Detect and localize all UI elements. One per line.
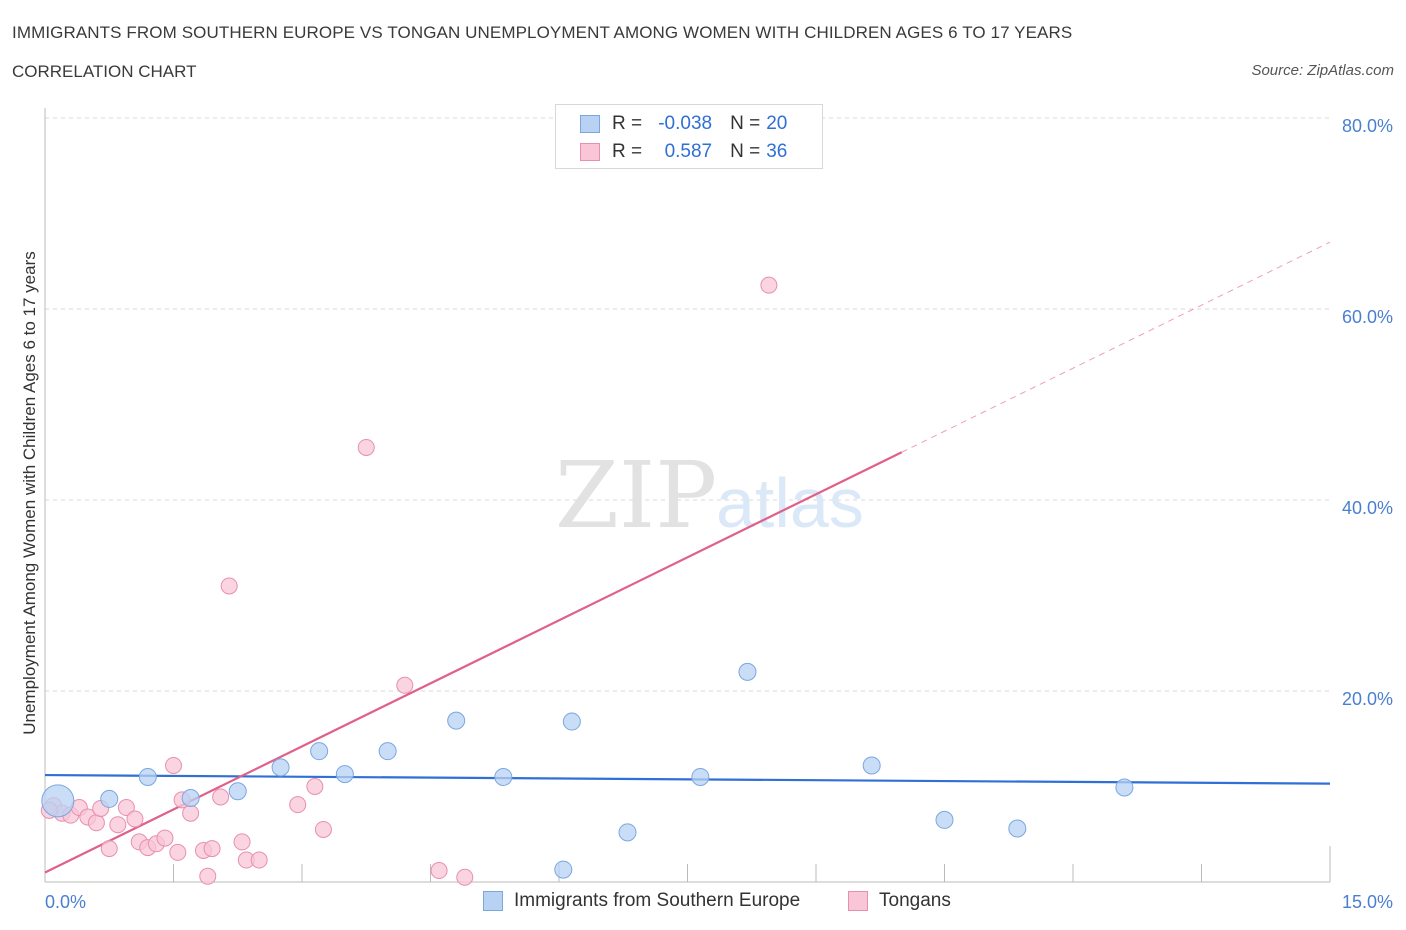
- point-immigrants: [554, 860, 573, 879]
- axes: [44, 108, 1331, 883]
- point-immigrants: [935, 810, 954, 829]
- point-immigrants: [335, 765, 354, 784]
- point-tongans: [182, 804, 200, 822]
- point-tongans: [250, 851, 268, 869]
- point-immigrants: [618, 823, 637, 842]
- chart-title: IMMIGRANTS FROM SOUTHERN EUROPE VS TONGA…: [12, 23, 1073, 42]
- data-points: [40, 276, 1134, 886]
- y-axis-label: Unemployment Among Women with Children A…: [20, 251, 39, 735]
- series-legend-tongans[interactable]: Tongans: [848, 890, 951, 912]
- series-swatch-blue: [483, 891, 503, 911]
- y-tick-labels: 20.0% 40.0% 60.0% 80.0%: [1342, 116, 1393, 709]
- series-legend-immigrants[interactable]: Immigrants from Southern Europe: [483, 890, 800, 912]
- point-immigrants: [1008, 819, 1027, 838]
- y-tick-label: 60.0%: [1342, 307, 1393, 327]
- trend-line-tongans-extrapolated: [901, 241, 1331, 453]
- point-tongans: [87, 814, 105, 832]
- point-tongans: [456, 868, 474, 886]
- point-immigrants: [738, 662, 757, 681]
- legend-swatch-pink: [580, 143, 600, 161]
- gridlines: [45, 117, 1330, 692]
- point-tongans: [126, 810, 144, 828]
- legend-r-value: 0.587: [664, 141, 713, 162]
- point-tongans: [156, 829, 174, 847]
- point-tongans: [169, 843, 187, 861]
- watermark-zip: ZIP: [555, 442, 717, 549]
- legend-n-label: N =: [730, 141, 761, 162]
- point-tongans: [306, 778, 324, 795]
- legend-n-label: N =: [730, 113, 761, 134]
- chart-subtitle: CORRELATION CHART: [12, 62, 197, 81]
- x-tick-label: 15.0%: [1342, 892, 1393, 912]
- legend-r-label: R =: [612, 113, 643, 134]
- series-label-tongans: Tongans: [879, 890, 951, 911]
- point-tongans: [165, 756, 182, 774]
- point-tongans: [396, 676, 414, 694]
- legend-r-value: -0.038: [658, 113, 713, 134]
- series-legend: Immigrants from Southern Europe Tongans: [0, 890, 1406, 916]
- x-tick-label: 0.0%: [45, 892, 86, 912]
- source-credit: Source: ZipAtlas.com: [1251, 62, 1394, 79]
- point-tongans: [289, 796, 307, 814]
- point-immigrants: [181, 788, 200, 807]
- point-immigrants: [1115, 778, 1134, 797]
- legend-row-immigrants: R = -0.038 N = 20: [580, 112, 787, 136]
- point-tongans: [233, 833, 251, 851]
- point-tongans: [220, 577, 238, 595]
- legend-swatch-blue: [580, 115, 600, 133]
- point-tongans: [212, 788, 230, 806]
- point-immigrants: [691, 767, 710, 786]
- point-tongans: [100, 840, 118, 858]
- correlation-legend: R = -0.038 N = 20 R = 0.587 N = 36: [555, 104, 823, 169]
- x-tick-labels: 0.0% 15.0%: [45, 892, 1393, 912]
- point-immigrants: [562, 712, 581, 731]
- series-label-immigrants: Immigrants from Southern Europe: [514, 890, 801, 911]
- point-immigrants: [100, 789, 119, 808]
- point-immigrants: [138, 767, 157, 786]
- point-tongans: [199, 867, 217, 885]
- point-immigrants: [447, 711, 466, 730]
- trend-line-immigrants: [44, 773, 1331, 785]
- legend-r-label: R =: [612, 141, 643, 162]
- point-immigrants: [228, 782, 247, 801]
- watermark-atlas: atlas: [716, 464, 864, 542]
- point-tongans: [357, 438, 375, 456]
- point-tongans: [203, 840, 221, 858]
- point-immigrants: [862, 756, 881, 775]
- point-tongans: [109, 816, 127, 834]
- y-tick-label: 40.0%: [1342, 498, 1393, 518]
- legend-row-tongans: R = 0.587 N = 36: [580, 140, 787, 164]
- point-immigrants: [310, 742, 329, 761]
- point-immigrants: [41, 784, 75, 818]
- legend-n-value: 20: [766, 113, 788, 134]
- point-tongans: [760, 276, 778, 294]
- point-immigrants: [271, 758, 290, 777]
- trend-lines: [44, 241, 1331, 874]
- legend-n-value: 36: [766, 141, 788, 162]
- y-tick-label: 20.0%: [1342, 689, 1393, 709]
- trend-line-tongans: [44, 451, 903, 874]
- point-immigrants: [494, 767, 513, 786]
- point-tongans: [314, 820, 332, 838]
- y-tick-label: 80.0%: [1342, 116, 1393, 136]
- point-immigrants: [378, 742, 397, 761]
- series-swatch-pink: [848, 891, 868, 911]
- point-tongans: [430, 862, 448, 880]
- point-tongans: [117, 799, 135, 817]
